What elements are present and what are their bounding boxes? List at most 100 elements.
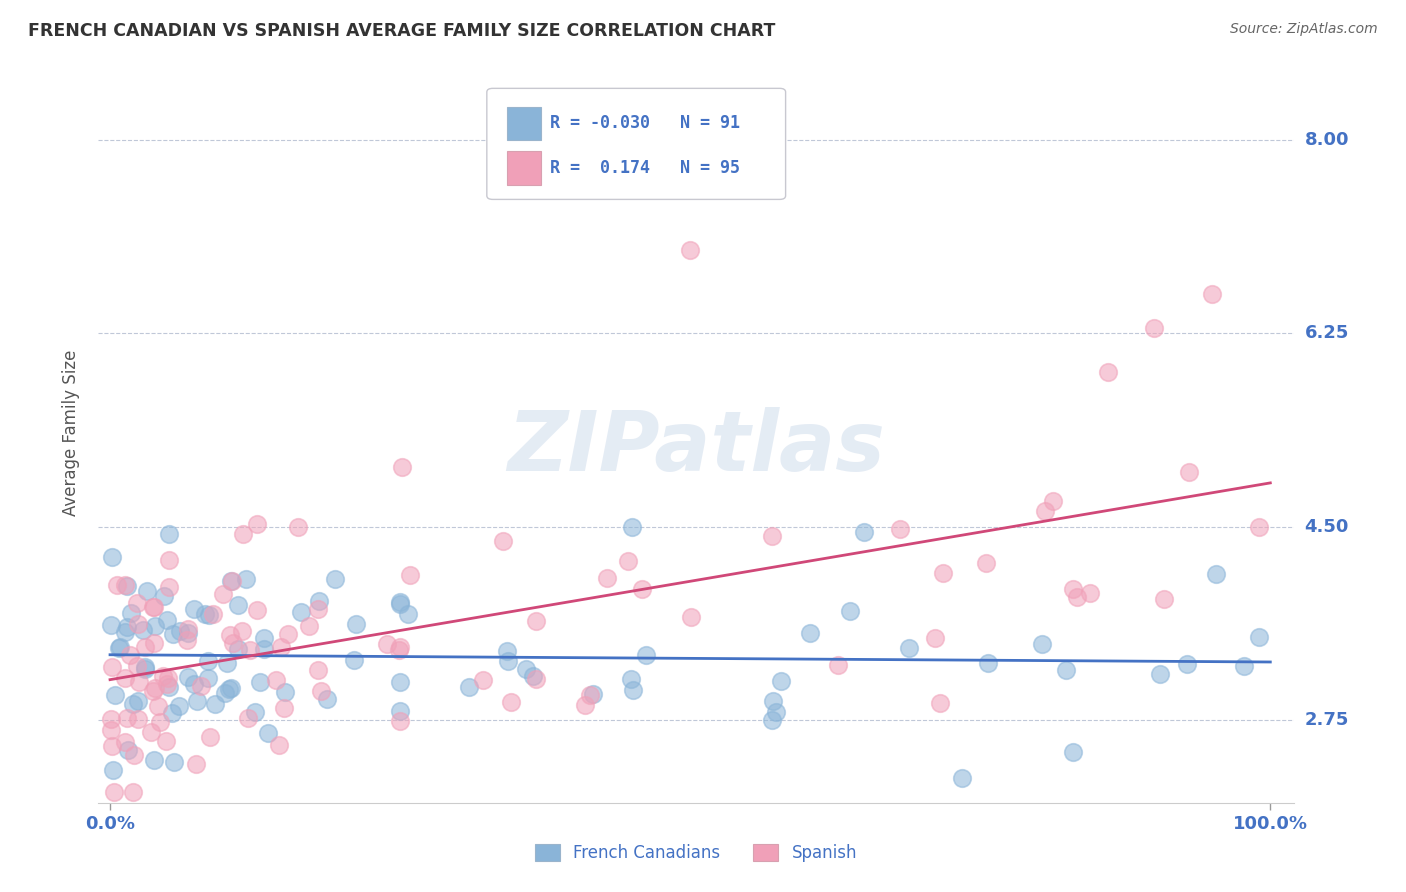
- Point: [100, 712, 122, 726]
- Point: [177, 670, 200, 684]
- Point: [1175, 657, 1198, 671]
- Text: R =  0.174   N = 95: R = 0.174 N = 95: [550, 159, 740, 177]
- Point: [157, 552, 180, 566]
- Point: [110, 640, 132, 654]
- Point: [143, 600, 166, 615]
- Point: [177, 623, 200, 637]
- Point: [1042, 494, 1064, 508]
- Point: [162, 706, 184, 720]
- Text: R = -0.030   N = 91: R = -0.030 N = 91: [550, 114, 740, 132]
- Point: [221, 636, 243, 650]
- Point: [142, 684, 165, 698]
- Legend: French Canadians, Spanish: French Canadians, Spanish: [529, 837, 863, 869]
- Point: [214, 686, 236, 700]
- Point: [389, 675, 412, 690]
- Point: [157, 680, 180, 694]
- Text: Source: ZipAtlas.com: Source: ZipAtlas.com: [1230, 22, 1378, 37]
- Point: [679, 244, 702, 258]
- Point: [162, 627, 184, 641]
- Point: [156, 671, 179, 685]
- Point: [287, 519, 309, 533]
- Point: [101, 549, 124, 564]
- Point: [323, 572, 346, 586]
- Point: [200, 730, 222, 744]
- Point: [104, 688, 127, 702]
- Point: [1153, 591, 1175, 606]
- Point: [125, 596, 148, 610]
- Point: [977, 656, 1000, 670]
- Text: 2.75: 2.75: [1305, 711, 1348, 729]
- Point: [120, 648, 142, 662]
- Point: [253, 631, 276, 645]
- Point: [108, 641, 131, 656]
- Text: 4.50: 4.50: [1305, 517, 1348, 535]
- Point: [762, 694, 785, 708]
- Point: [122, 747, 145, 762]
- Point: [574, 698, 596, 712]
- Point: [127, 712, 149, 726]
- Point: [197, 671, 219, 685]
- Point: [1097, 365, 1119, 379]
- Point: [157, 526, 180, 541]
- Point: [177, 626, 200, 640]
- Point: [681, 610, 703, 624]
- Point: [122, 697, 145, 711]
- Point: [1178, 465, 1201, 479]
- Text: 6.25: 6.25: [1305, 324, 1348, 343]
- Point: [389, 595, 412, 609]
- Point: [1054, 664, 1077, 678]
- Point: [115, 711, 138, 725]
- Point: [238, 711, 260, 725]
- Point: [761, 713, 783, 727]
- Point: [617, 554, 640, 568]
- Point: [308, 594, 330, 608]
- Point: [100, 739, 122, 753]
- Y-axis label: Average Family Size: Average Family Size: [62, 350, 80, 516]
- Point: [274, 685, 297, 699]
- Point: [898, 641, 921, 656]
- Text: 8.00: 8.00: [1305, 131, 1350, 149]
- Point: [595, 571, 617, 585]
- Point: [194, 607, 217, 622]
- Point: [232, 527, 254, 541]
- Point: [190, 679, 212, 693]
- Point: [219, 681, 242, 696]
- Point: [853, 524, 876, 539]
- Point: [838, 604, 860, 618]
- Point: [134, 662, 156, 676]
- Point: [218, 681, 240, 696]
- Point: [100, 618, 122, 632]
- Point: [827, 658, 849, 673]
- Point: [1062, 745, 1084, 759]
- Point: [931, 566, 953, 580]
- Point: [226, 642, 249, 657]
- Point: [139, 725, 162, 739]
- Point: [391, 460, 413, 475]
- Point: [114, 578, 136, 592]
- Point: [117, 620, 139, 634]
- Point: [198, 608, 221, 623]
- Point: [389, 704, 412, 718]
- Point: [929, 697, 952, 711]
- Point: [114, 671, 136, 685]
- Point: [270, 640, 292, 655]
- Point: [186, 694, 208, 708]
- Point: [169, 624, 191, 639]
- Point: [290, 605, 312, 619]
- Point: [522, 669, 544, 683]
- Point: [307, 602, 329, 616]
- Point: [143, 619, 166, 633]
- Point: [1233, 659, 1256, 673]
- Point: [582, 687, 605, 701]
- Point: [146, 699, 169, 714]
- Point: [524, 672, 547, 686]
- Point: [226, 598, 249, 612]
- Point: [1149, 666, 1171, 681]
- Point: [631, 582, 654, 596]
- Point: [152, 669, 174, 683]
- Point: [204, 698, 226, 712]
- Point: [156, 613, 179, 627]
- Point: [197, 654, 219, 668]
- Point: [396, 607, 419, 621]
- Point: [120, 606, 142, 620]
